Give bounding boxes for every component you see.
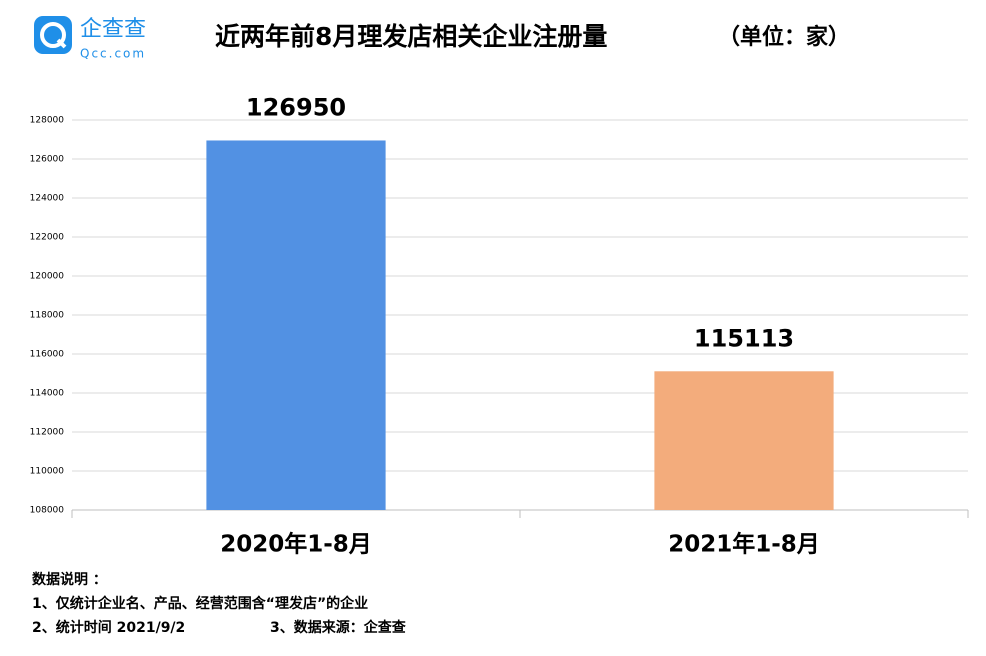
x-tick-label: 2021年1-8月	[668, 531, 820, 558]
logo-icon	[34, 16, 72, 54]
y-tick-label: 114000	[30, 389, 65, 399]
y-tick-label: 110000	[30, 467, 65, 477]
logo-name: 企查查	[80, 17, 146, 42]
logo-site: Qcc.com	[80, 47, 146, 61]
y-tick-label: 120000	[30, 272, 65, 282]
y-tick-label: 122000	[30, 233, 65, 243]
note: 数据说明 ：	[32, 571, 107, 588]
bar	[654, 371, 834, 510]
y-tick-label: 116000	[30, 350, 65, 360]
value-label: 115113	[694, 324, 794, 352]
unit-note: （单位：家）	[718, 24, 850, 50]
note: 2、统计时间 2021/9/2	[32, 619, 185, 636]
y-tick-label: 126000	[30, 155, 65, 165]
x-tick-label: 2020年1-8月	[220, 531, 372, 558]
logo-q	[40, 22, 66, 48]
note: 3、数据来源：企查查	[270, 619, 407, 636]
logo-q-tail	[56, 38, 67, 49]
logo: 企查查 Qcc.com	[34, 16, 146, 61]
bar	[206, 140, 386, 510]
y-tick-label: 124000	[30, 194, 65, 204]
value-label: 126950	[246, 93, 346, 121]
y-tick-label: 128000	[30, 116, 65, 126]
note: 1、仅统计企业名、产品、经营范围含“理发店”的企业	[32, 595, 368, 612]
y-tick-label: 108000	[30, 506, 65, 516]
chart-title: 近两年前8月理发店相关企业注册量	[215, 22, 607, 51]
y-tick-label: 112000	[30, 428, 65, 438]
y-tick-label: 118000	[30, 311, 65, 321]
